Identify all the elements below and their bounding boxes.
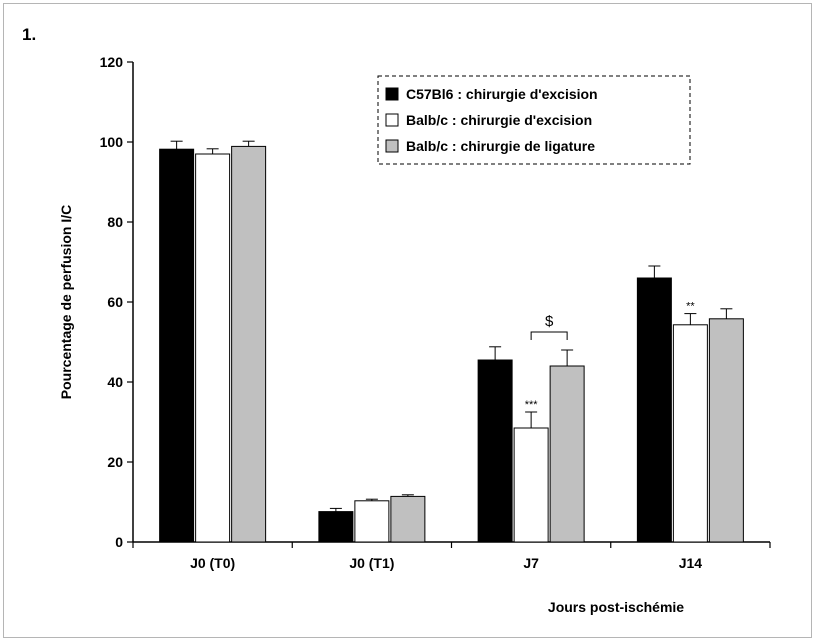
bar — [159, 148, 195, 543]
bar — [354, 500, 390, 543]
bar — [672, 324, 708, 543]
x-tick-label: J0 (T1) — [349, 555, 394, 571]
bars-group — [159, 140, 744, 543]
bar — [636, 277, 672, 543]
bar — [195, 153, 231, 543]
y-tick-label: 120 — [100, 54, 124, 70]
y-tick-label: 40 — [107, 374, 123, 390]
y-tick-label: 60 — [107, 294, 123, 310]
x-tick-label: J14 — [679, 555, 703, 571]
bar — [477, 359, 513, 543]
significance-marker: *** — [525, 399, 539, 411]
legend-label: Balb/c : chirurgie de ligature — [406, 138, 595, 154]
bar — [390, 495, 426, 543]
legend: C57Bl6 : chirurgie d'excision Balb/c : ch… — [377, 75, 691, 165]
significance-bracket — [530, 331, 568, 340]
legend-swatch — [385, 113, 399, 127]
legend-swatch — [385, 87, 399, 101]
x-tick-label: J7 — [523, 555, 539, 571]
bar — [318, 511, 354, 543]
bar — [231, 145, 267, 543]
y-tick-label: 0 — [115, 534, 123, 550]
legend-box — [377, 75, 691, 165]
significance-marker: ** — [686, 301, 695, 313]
legend-swatch — [385, 139, 399, 153]
panel-label: 1. — [22, 25, 36, 44]
y-axis-label: Pourcentage de perfusion I/C — [58, 205, 74, 399]
x-tick-label: J0 (T0) — [190, 555, 235, 571]
bar — [549, 365, 585, 543]
x-axis-label: Jours post-ischémie — [548, 599, 684, 615]
legend-label: Balb/c : chirurgie d'excision — [406, 112, 592, 128]
significance-marker: $ — [545, 313, 554, 330]
y-tick-label: 100 — [100, 134, 124, 150]
bar — [708, 318, 744, 543]
figure-frame — [3, 3, 812, 638]
y-tick-label: 20 — [107, 454, 123, 470]
legend-label: C57Bl6 : chirurgie d'excision — [406, 86, 598, 102]
y-tick-label: 80 — [107, 214, 123, 230]
bar — [513, 427, 549, 543]
